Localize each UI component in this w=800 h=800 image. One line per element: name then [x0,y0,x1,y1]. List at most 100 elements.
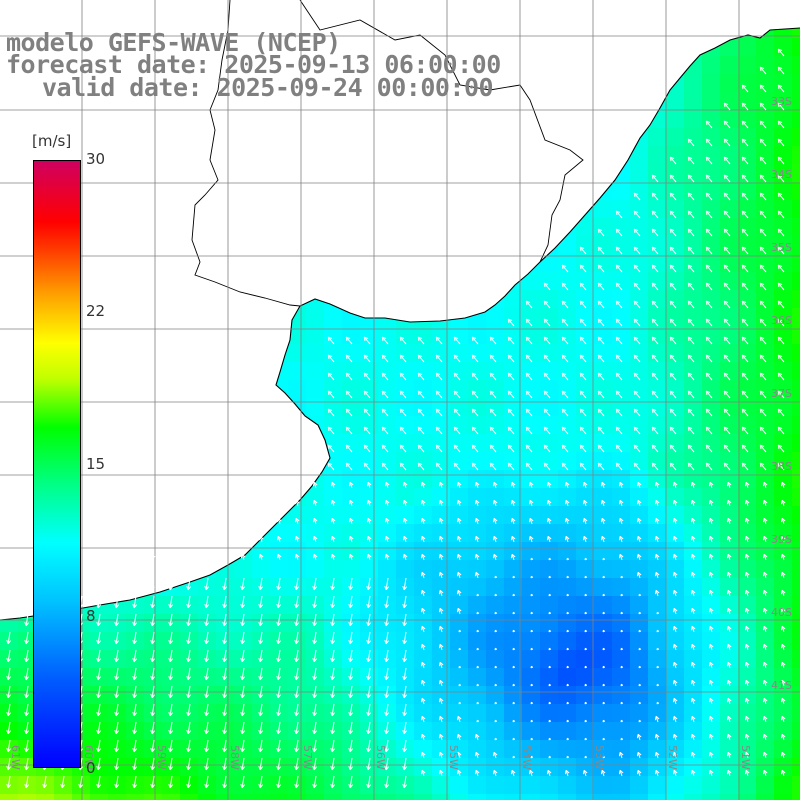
wind-arrow [384,685,389,699]
field-cell [306,758,325,777]
field-cell [306,650,325,669]
field-cell [522,740,541,759]
field-cell [378,596,397,615]
field-cell [666,416,685,435]
wind-arrow [579,354,587,363]
field-cell [684,290,703,309]
field-cell [792,92,800,111]
field-cell [234,596,253,615]
wind-arrow [507,444,515,453]
field-cell [702,110,721,129]
field-cell [702,308,721,327]
field-cell [252,632,271,651]
field-cell [360,344,379,363]
field-cell [594,218,613,237]
wind-arrow [366,481,372,489]
field-cell [198,650,217,669]
field-cell [558,686,577,705]
wind-arrow [579,318,587,327]
wind-arrow [186,613,191,627]
wind-arrow [690,571,696,579]
wind-arrow [294,757,299,771]
wind-arrow [114,721,119,735]
wind-arrow [633,246,641,255]
wind-arrow [312,685,317,699]
field-cell [414,614,433,633]
wind-arrow [312,757,317,771]
wind-arrow [438,625,444,633]
wind-arrow [561,318,569,327]
field-cell [198,686,217,705]
field-cell [684,236,703,255]
field-cell [288,668,307,687]
field-cell [720,236,739,255]
wind-arrow [186,667,191,681]
wind-arrow [474,571,480,579]
wind-arrow [687,444,695,453]
wind-arrow [579,372,587,381]
field-cell [54,776,73,795]
field-cell [702,614,721,633]
wind-arrow [438,697,444,705]
field-cell [342,704,361,723]
wind-arrow [276,685,281,699]
field-cell [738,38,757,57]
field-cell [0,740,19,759]
wind-arrow [453,462,461,471]
field-cell [108,632,127,651]
field-cell [630,380,649,399]
field-cell [144,668,163,687]
wind-arrow [636,517,642,525]
wind-arrow [525,444,533,453]
wind-arrow [384,517,390,525]
field-cell [468,416,487,435]
field-cell [432,488,451,507]
wind-arrow [150,703,155,717]
wind-arrow [584,611,588,615]
wind-arrow [638,611,642,615]
wind-arrow [633,318,641,327]
wind-arrow [741,282,749,291]
field-cell [720,290,739,309]
wind-arrow [132,613,137,627]
wind-arrow [566,575,570,579]
wind-arrow [669,390,677,399]
field-cell [396,740,415,759]
wind-arrow [723,156,731,165]
wind-arrow [636,733,642,741]
wind-arrow [651,372,659,381]
field-cell [0,704,19,723]
field-cell [774,722,793,741]
wind-arrow [708,517,714,525]
field-cell [522,596,541,615]
field-cell [594,344,613,363]
field-cell [630,398,649,417]
field-cell [666,128,685,147]
field-cell [486,704,505,723]
wind-arrow [579,300,587,309]
field-cell [666,200,685,219]
wind-arrow [744,607,750,615]
wind-arrow [656,611,660,615]
wind-arrow [602,755,606,759]
field-cell [126,596,145,615]
field-cell [666,668,685,687]
wind-arrow [543,372,551,381]
wind-arrow [741,156,749,165]
field-cell [702,182,721,201]
field-cell [252,650,271,669]
field-cell [792,380,800,399]
wind-arrow [330,535,336,543]
field-cell [180,704,199,723]
lat-label: 39S [771,533,792,546]
field-cell [468,722,487,741]
field-cell [450,596,469,615]
field-cell [576,362,595,381]
field-cell [522,542,541,561]
field-cell [792,236,800,255]
wind-arrow [417,372,425,381]
field-cell [576,272,595,291]
field-cell [396,758,415,777]
field-cell [576,524,595,543]
wind-arrow [615,426,623,435]
